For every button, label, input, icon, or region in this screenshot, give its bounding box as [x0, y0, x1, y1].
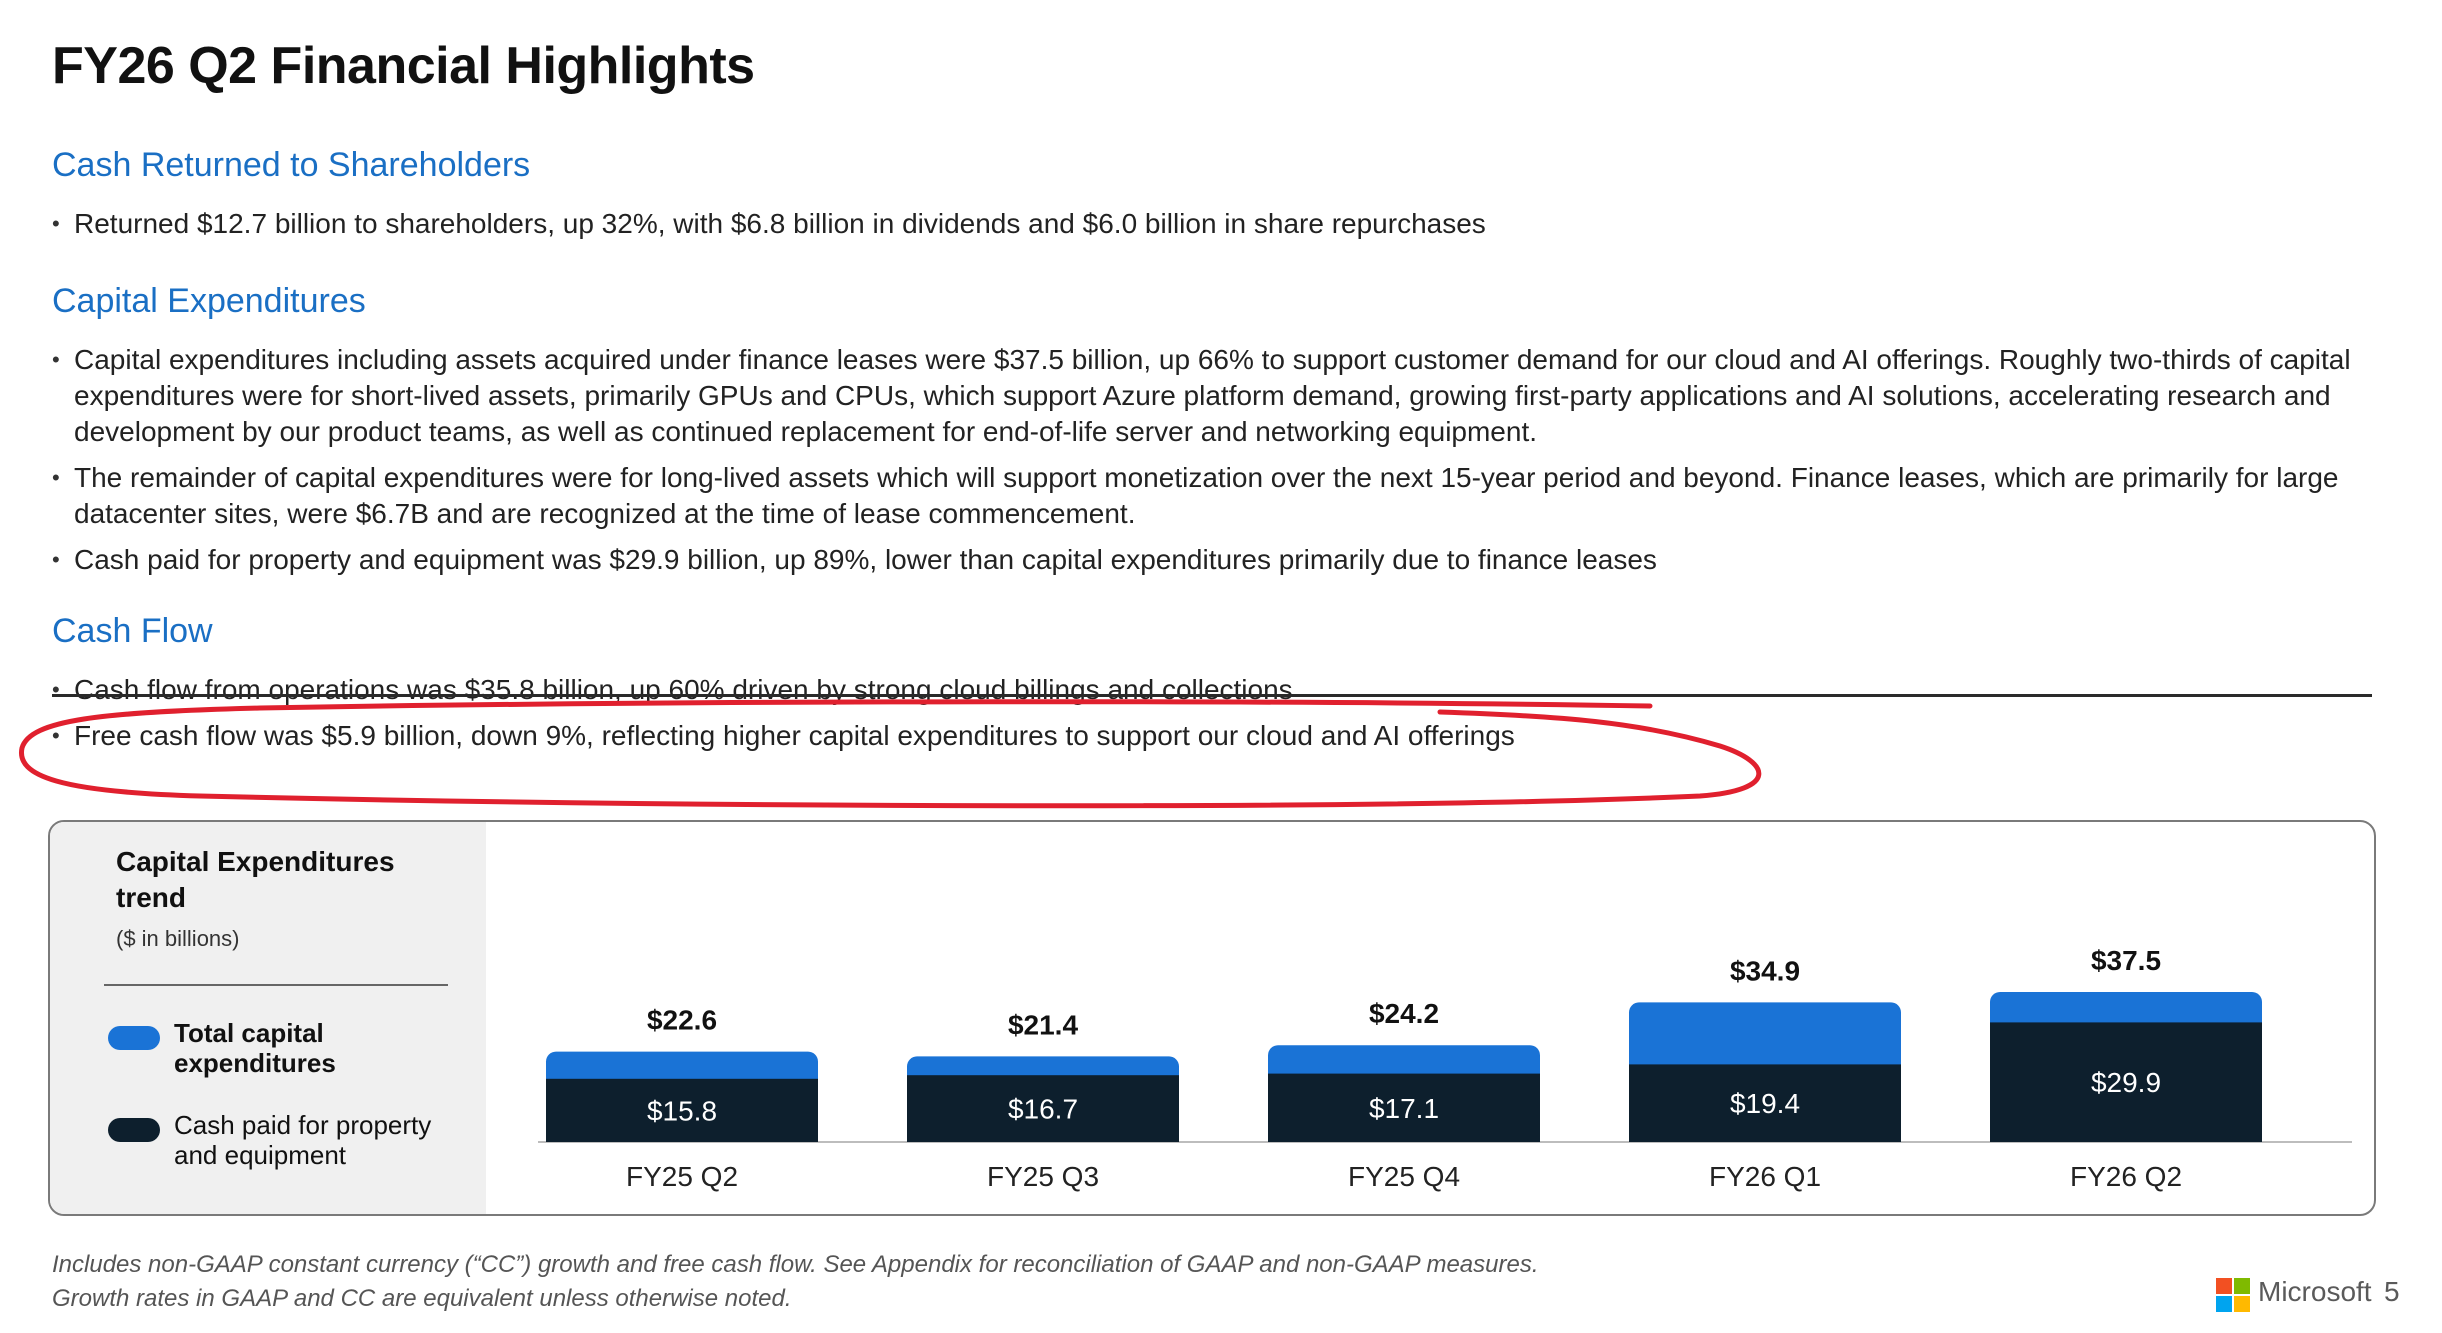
legend-label-total-capex: Total capital expenditures: [174, 1018, 336, 1078]
footnote: Includes non-GAAP constant currency (“CC…: [52, 1248, 1539, 1316]
data-label-total-3: $34.9: [1730, 955, 1800, 986]
data-label-cash-1: $16.7: [1008, 1094, 1078, 1125]
data-label-total-2: $24.2: [1369, 998, 1439, 1029]
bullet-capex-2: The remainder of capital expenditures we…: [52, 460, 2372, 532]
cash-returned-bullets: Returned $12.7 billion to shareholders, …: [52, 206, 2372, 252]
legend-swatch-total-capex: [108, 1026, 160, 1050]
data-label-cash-0: $15.8: [647, 1095, 717, 1126]
bullet-cash-flow-ops: Cash flow from operations was $35.8 bill…: [52, 672, 2372, 708]
data-label-cash-4: $29.9: [2091, 1067, 2161, 1098]
microsoft-logo-icon: [2216, 1278, 2250, 1312]
data-label-total-0: $22.6: [647, 1005, 717, 1036]
bullet-cash-flow-ops-text: Cash flow from operations was $35.8 bill…: [74, 674, 1293, 705]
legend-divider: [104, 984, 448, 986]
ink-strike-line: [52, 694, 2372, 697]
capex-bar-chart: $22.6 $15.8 FY25 Q2 $21.4 $16.7 FY25 Q3 $24.2 $…: [538, 945, 2352, 1192]
chart-title: Capital Expenditures trend: [116, 846, 395, 913]
bar-cash-paid-4: [1990, 1022, 2262, 1142]
data-label-cash-2: $17.1: [1369, 1093, 1439, 1124]
footnote-line-2: Growth rates in GAAP and CC are equivale…: [52, 1285, 792, 1312]
bar-cash-paid-2: [1268, 1073, 1540, 1142]
heading-capex: Capital Expenditures: [52, 282, 366, 320]
microsoft-wordmark: Microsoft: [2258, 1276, 2372, 1307]
legend-label-cash-paid: Cash paid for property and equipment: [174, 1110, 432, 1170]
bullet-capex-3: Cash paid for property and equipment was…: [52, 542, 2372, 578]
footnote-line-1: Includes non-GAAP constant currency (“CC…: [52, 1251, 1539, 1278]
x-tick-label-2: FY25 Q4: [1348, 1161, 1460, 1192]
chart-subtitle: ($ in billions): [116, 926, 240, 951]
x-tick-label-0: FY25 Q2: [626, 1161, 738, 1192]
bullet-cash-returned-1: Returned $12.7 billion to shareholders, …: [52, 206, 2372, 242]
x-tick-label-3: FY26 Q1: [1709, 1161, 1821, 1192]
bar-cash-paid-3: [1629, 1064, 1901, 1142]
data-label-total-1: $21.4: [1008, 1009, 1078, 1040]
slide-title: FY26 Q2 Financial Highlights: [52, 37, 755, 95]
heading-cash-returned: Cash Returned to Shareholders: [52, 146, 531, 184]
capex-chart-panel: Capital Expenditures trend ($ in billion…: [48, 820, 2376, 1216]
heading-cash-flow: Cash Flow: [52, 612, 213, 650]
bullet-free-cash-flow: Free cash flow was $5.9 billion, down 9%…: [52, 718, 2372, 754]
data-label-total-4: $37.5: [2091, 945, 2161, 976]
bullet-capex-1: Capital expenditures including assets ac…: [52, 342, 2372, 450]
legend-swatch-cash-paid: [108, 1118, 160, 1142]
x-tick-label-4: FY26 Q2: [2070, 1161, 2182, 1192]
cash-flow-bullets: Cash flow from operations was $35.8 bill…: [52, 672, 2372, 764]
page-number: 5: [2384, 1276, 2400, 1307]
data-label-cash-3: $19.4: [1730, 1088, 1800, 1119]
x-tick-label-1: FY25 Q3: [987, 1161, 1099, 1192]
capex-bullets: Capital expenditures including assets ac…: [52, 342, 2372, 588]
chart-legend-pane: Capital Expenditures trend ($ in billion…: [50, 822, 486, 1214]
bar-cash-paid-1: [907, 1075, 1179, 1142]
bar-cash-paid-0: [546, 1078, 818, 1142]
